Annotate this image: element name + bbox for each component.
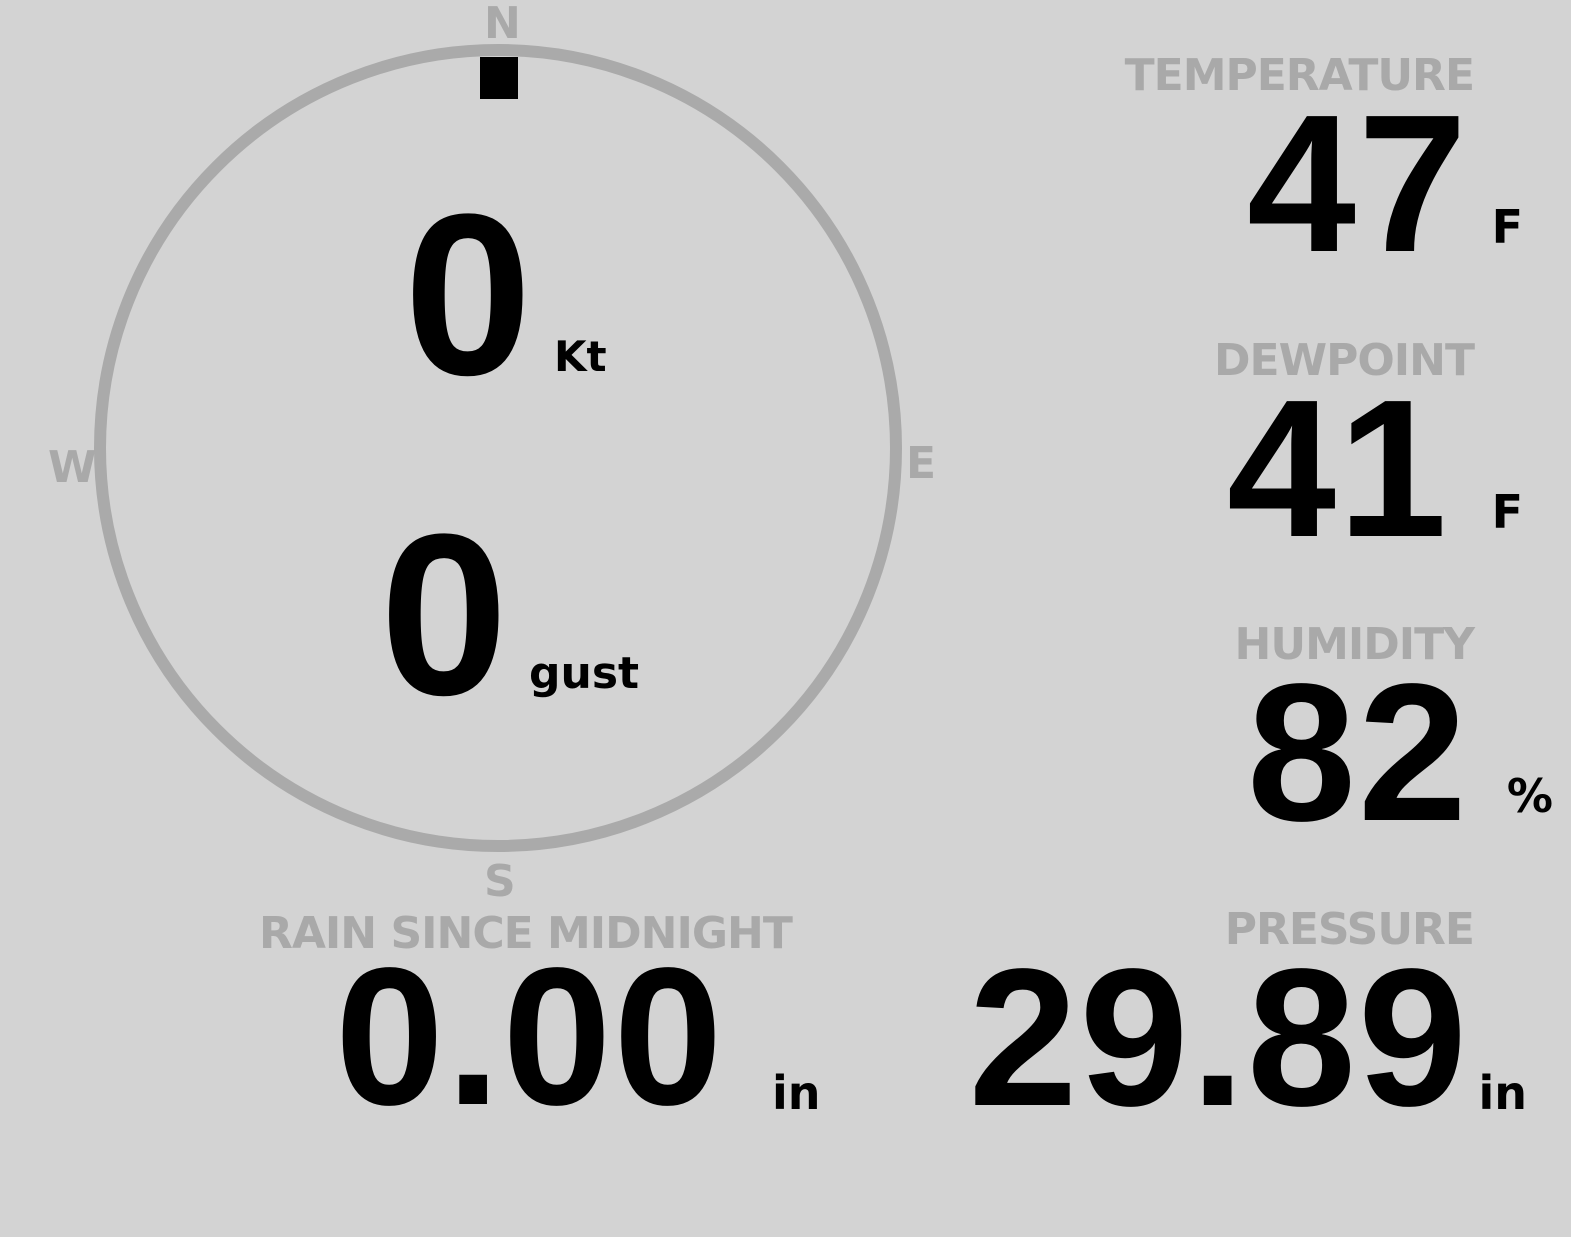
wind-gust-unit: gust xyxy=(529,648,640,699)
wind-gust-value: 0 xyxy=(380,486,510,743)
compass-ring xyxy=(94,44,902,852)
compass-north-label: N xyxy=(484,0,521,49)
compass-west-label: W xyxy=(48,442,97,493)
dewpoint-unit: F xyxy=(1491,485,1523,539)
humidity-value: 82 xyxy=(1246,643,1469,862)
dewpoint-card: DEWPOINT 41 F xyxy=(871,339,1571,619)
wind-speed-unit: Kt xyxy=(554,332,607,381)
temperature-label: TEMPERATURE xyxy=(1124,50,1475,101)
dewpoint-label: DEWPOINT xyxy=(1214,335,1475,386)
temperature-card: TEMPERATURE 47 F xyxy=(871,54,1571,334)
pressure-label: PRESSURE xyxy=(1224,904,1475,955)
pressure-card: PRESSURE 29.89 in xyxy=(951,908,1571,1188)
rain-label: RAIN SINCE MIDNIGHT xyxy=(259,908,793,959)
temperature-value: 47 xyxy=(1246,74,1469,293)
humidity-unit: % xyxy=(1506,769,1553,823)
compass-east-label: E xyxy=(906,438,937,489)
wind-speed-value: 0 xyxy=(404,166,534,423)
pressure-unit: in xyxy=(1478,1066,1527,1120)
wind-direction-marker xyxy=(480,57,518,99)
compass-south-label: S xyxy=(484,856,516,907)
dewpoint-value: 41 xyxy=(1226,359,1449,578)
humidity-label: HUMIDITY xyxy=(1234,619,1475,670)
pressure-value: 29.89 xyxy=(968,928,1469,1147)
temperature-unit: F xyxy=(1491,200,1523,254)
rain-value: 0.00 xyxy=(335,927,725,1146)
humidity-card: HUMIDITY 82 % xyxy=(871,623,1571,903)
rain-unit: in xyxy=(772,1066,821,1120)
